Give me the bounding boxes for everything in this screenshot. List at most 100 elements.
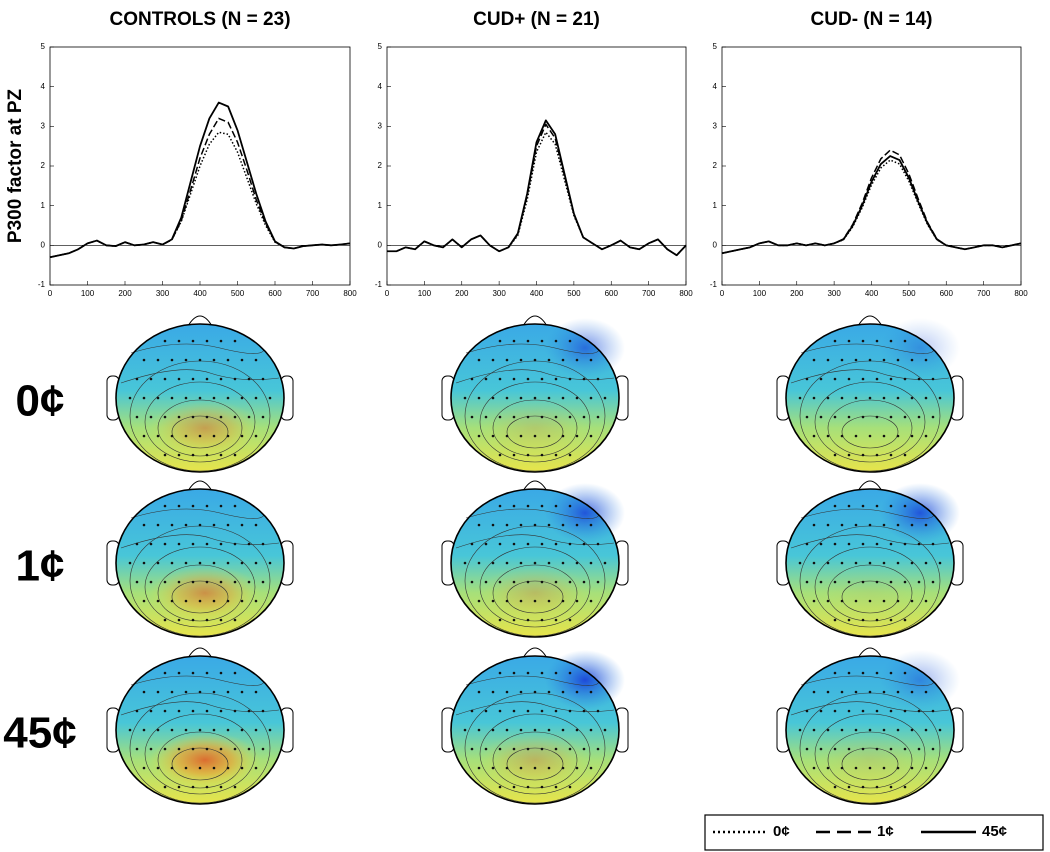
electrode: [163, 580, 167, 584]
electrode: [491, 358, 495, 362]
electrode: [589, 358, 593, 362]
electrode: [261, 709, 265, 713]
electrode: [233, 671, 237, 675]
electrode: [519, 561, 523, 565]
electrode: [854, 396, 858, 400]
electrode: [219, 542, 223, 546]
electrode: [554, 785, 558, 789]
y-tick-label: 1: [713, 201, 718, 210]
x-tick-label: 400: [193, 289, 207, 298]
electrode: [163, 377, 167, 381]
electrode: [233, 618, 237, 622]
electrode: [554, 671, 558, 675]
y-tick-label: 4: [378, 82, 383, 91]
electrode: [819, 415, 823, 419]
electrode: [833, 504, 837, 508]
electrode: [191, 580, 195, 584]
electrode: [268, 561, 272, 565]
electrode: [596, 542, 600, 546]
electrode: [156, 690, 160, 694]
data-line: [721, 159, 1022, 255]
electrode: [554, 453, 558, 457]
contour: [130, 508, 265, 519]
electrode: [896, 358, 900, 362]
scalp-outline: [450, 488, 620, 638]
electrode: [924, 728, 928, 732]
electrode: [805, 415, 809, 419]
electrode: [184, 434, 188, 438]
electrode: [156, 599, 160, 603]
electrode: [826, 599, 830, 603]
cold-spot: [545, 483, 625, 543]
electrode: [191, 747, 195, 751]
cold-spot: [545, 650, 625, 710]
electrode: [226, 523, 230, 527]
electrode: [212, 599, 216, 603]
electrode: [233, 453, 237, 457]
electrode: [526, 671, 530, 675]
electrode: [924, 690, 928, 694]
electrode: [547, 599, 551, 603]
electrode: [568, 671, 572, 675]
electrode: [889, 618, 893, 622]
electrode: [561, 523, 565, 527]
electrode: [540, 339, 544, 343]
electrode: [135, 377, 139, 381]
electrode: [484, 377, 488, 381]
electrode: [875, 671, 879, 675]
electrode: [910, 523, 914, 527]
electrode: [819, 377, 823, 381]
electrode: [882, 523, 886, 527]
contour: [144, 381, 256, 463]
electrode: [896, 523, 900, 527]
electrode: [191, 415, 195, 419]
electrode: [875, 377, 879, 381]
contour: [790, 534, 950, 549]
electrode: [561, 690, 565, 694]
electrode: [868, 690, 872, 694]
electrode: [198, 434, 202, 438]
electrode: [533, 434, 537, 438]
electrode: [861, 709, 865, 713]
x-tick-label: 500: [567, 289, 581, 298]
electrode: [812, 690, 816, 694]
electrode: [184, 358, 188, 362]
contour: [130, 343, 265, 354]
electrode: [512, 747, 516, 751]
electrode: [163, 504, 167, 508]
electrode: [128, 561, 132, 565]
electrode: [575, 690, 579, 694]
electrode: [861, 542, 865, 546]
electrode: [219, 339, 223, 343]
electrode: [826, 358, 830, 362]
electrode: [170, 599, 174, 603]
electrode: [170, 766, 174, 770]
y-tick-label: 0: [713, 240, 718, 249]
contour: [827, 731, 913, 789]
electrode: [240, 728, 244, 732]
electrode: [561, 766, 565, 770]
electrode: [847, 377, 851, 381]
electrode: [924, 523, 928, 527]
electrode: [512, 377, 516, 381]
electrode: [498, 580, 502, 584]
contour: [144, 713, 256, 795]
electrode: [875, 580, 879, 584]
electrode: [184, 561, 188, 565]
electrode: [554, 339, 558, 343]
electrode: [198, 358, 202, 362]
electrode: [226, 766, 230, 770]
electrode: [191, 542, 195, 546]
electrode: [875, 339, 879, 343]
x-tick-label: 700: [306, 289, 320, 298]
electrode: [589, 766, 593, 770]
x-tick-label: 600: [940, 289, 954, 298]
electrode: [903, 453, 907, 457]
x-tick-label: 200: [790, 289, 804, 298]
electrode: [875, 709, 879, 713]
electrode: [526, 785, 530, 789]
electrode: [498, 339, 502, 343]
electrode: [198, 561, 202, 565]
contour: [492, 564, 578, 622]
electrode: [568, 618, 572, 622]
